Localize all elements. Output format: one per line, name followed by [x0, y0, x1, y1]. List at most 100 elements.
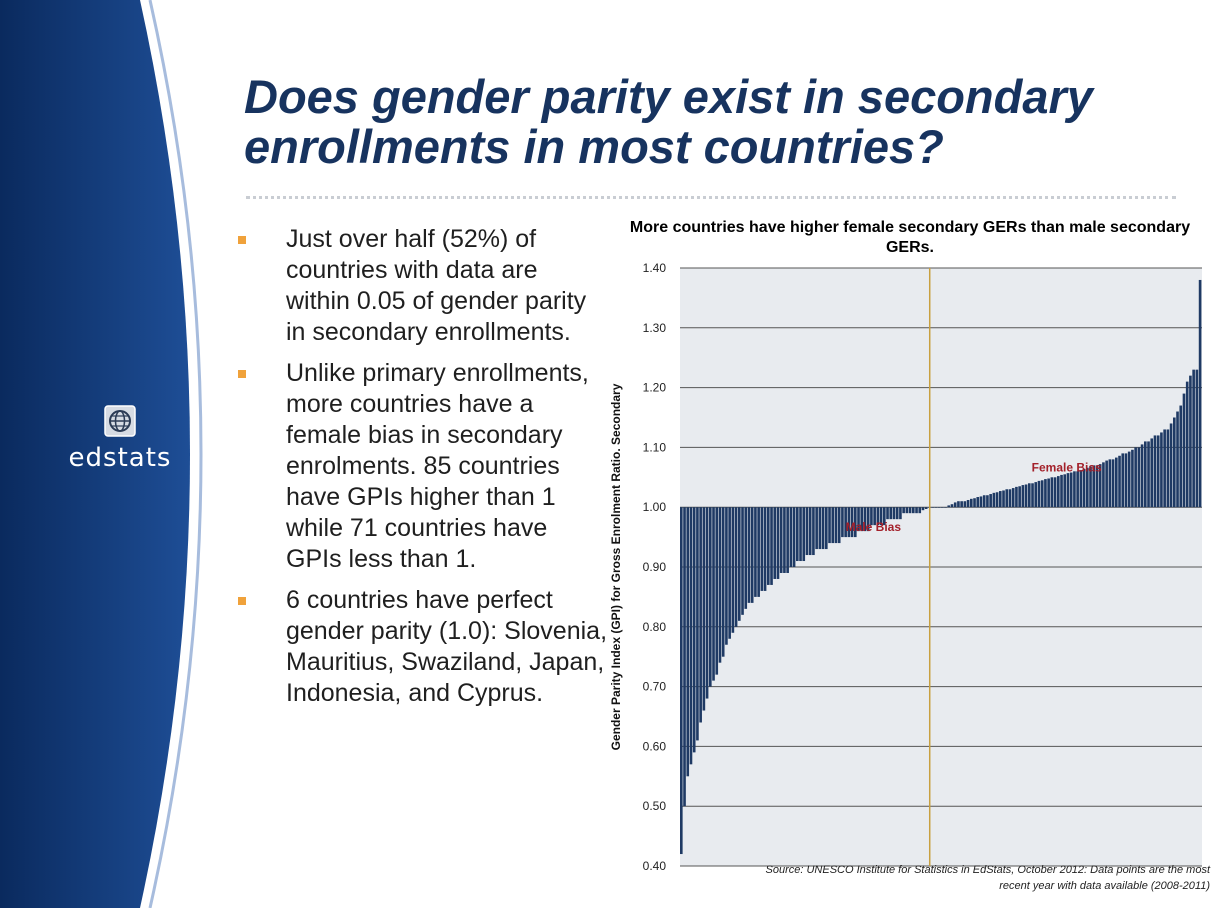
y-tick-label: 1.40: [643, 261, 667, 275]
bar: [1002, 490, 1005, 508]
y-tick-label: 0.60: [643, 739, 667, 753]
bar: [1092, 465, 1096, 508]
bar: [1057, 476, 1060, 508]
bar: [879, 507, 883, 526]
slide-title: Does gender parity exist in secondary en…: [244, 70, 1093, 173]
bar: [1021, 485, 1025, 508]
bar: [937, 507, 941, 508]
bar: [970, 498, 973, 508]
bullet-list: Just over half (52%) of countries with d…: [238, 224, 608, 719]
bullet-text: 6 countries have perfect gender parity (…: [286, 586, 608, 707]
bar: [731, 507, 735, 633]
bar: [1031, 483, 1034, 508]
y-tick-label: 1.10: [643, 440, 667, 454]
bar: [857, 507, 860, 532]
bar: [1144, 441, 1147, 508]
edstats-logo: edstats: [40, 405, 200, 473]
bar: [796, 507, 799, 562]
bar: [776, 507, 780, 579]
bar: [866, 507, 870, 532]
bar: [889, 507, 893, 520]
bar: [699, 507, 702, 723]
bullet-item: 6 countries have perfect gender parity (…: [238, 585, 608, 709]
bar: [738, 507, 741, 621]
bar: [747, 507, 751, 603]
bar: [1108, 459, 1112, 508]
bar: [1156, 435, 1160, 508]
bar: [1140, 444, 1144, 508]
bar: [728, 507, 731, 639]
bar: [1182, 393, 1186, 508]
bullet-item: Unlike primary enrollments, more countri…: [238, 358, 608, 575]
bar: [754, 507, 757, 597]
bar: [834, 507, 838, 544]
bar: [767, 507, 770, 585]
bar: [870, 507, 873, 526]
bar: [1050, 477, 1054, 508]
bar: [1073, 471, 1076, 508]
bar: [947, 505, 951, 508]
y-tick-label: 0.90: [643, 560, 667, 574]
bar: [1166, 429, 1170, 508]
bar: [805, 507, 809, 556]
bar: [918, 507, 922, 514]
globe-icon: [104, 405, 136, 437]
bar: [1121, 453, 1125, 508]
bar: [915, 507, 918, 514]
bar: [686, 507, 690, 777]
bar: [860, 507, 864, 532]
bar: [1195, 369, 1199, 508]
bar: [1163, 429, 1166, 508]
bar: [783, 507, 786, 573]
bar: [892, 507, 896, 520]
bar: [837, 507, 841, 544]
square-bullet-icon: [238, 370, 246, 378]
bar: [944, 507, 947, 508]
bar: [992, 492, 996, 508]
y-tick-label: 1.20: [643, 381, 667, 395]
bar: [1066, 473, 1070, 508]
bar: [902, 507, 905, 514]
bar: [725, 507, 728, 645]
bar: [1040, 480, 1044, 508]
bar: [1134, 447, 1137, 508]
bar: [924, 507, 928, 509]
bar: [1086, 467, 1089, 508]
bar: [763, 507, 767, 591]
bar: [1185, 381, 1189, 508]
bar: [760, 507, 764, 591]
bar: [976, 497, 980, 508]
annotations: Male Bias Female Bias: [846, 460, 1102, 534]
bar: [773, 507, 777, 579]
bar: [960, 501, 963, 508]
bar: [689, 507, 693, 765]
bar: [828, 507, 831, 544]
bar: [1076, 471, 1079, 508]
bar: [825, 507, 828, 550]
bar: [1095, 465, 1099, 508]
bar: [1028, 483, 1031, 508]
bar: [1160, 432, 1163, 508]
bar: [1037, 480, 1041, 508]
bar: [680, 507, 683, 855]
bar: [1192, 369, 1195, 508]
bar: [715, 507, 719, 675]
square-bullet-icon: [238, 236, 246, 244]
y-tick-label: 0.70: [643, 680, 667, 694]
bar: [1063, 474, 1067, 508]
source-note: Source: UNESCO Institute for Statistics …: [765, 864, 1210, 892]
bar: [1118, 455, 1121, 508]
bar: [1127, 451, 1131, 508]
y-tick-label: 0.40: [643, 859, 667, 873]
bar: [821, 507, 825, 550]
bar: [921, 507, 925, 511]
bar: [941, 507, 944, 508]
bullet-text: Just over half (52%) of countries with d…: [286, 225, 587, 346]
bar: [709, 507, 712, 687]
bar: [1115, 457, 1118, 508]
grid-lines: [680, 267, 1202, 867]
bar: [741, 507, 744, 615]
title-divider: [246, 196, 1176, 199]
bar: [1018, 486, 1021, 508]
bar: [812, 507, 815, 556]
